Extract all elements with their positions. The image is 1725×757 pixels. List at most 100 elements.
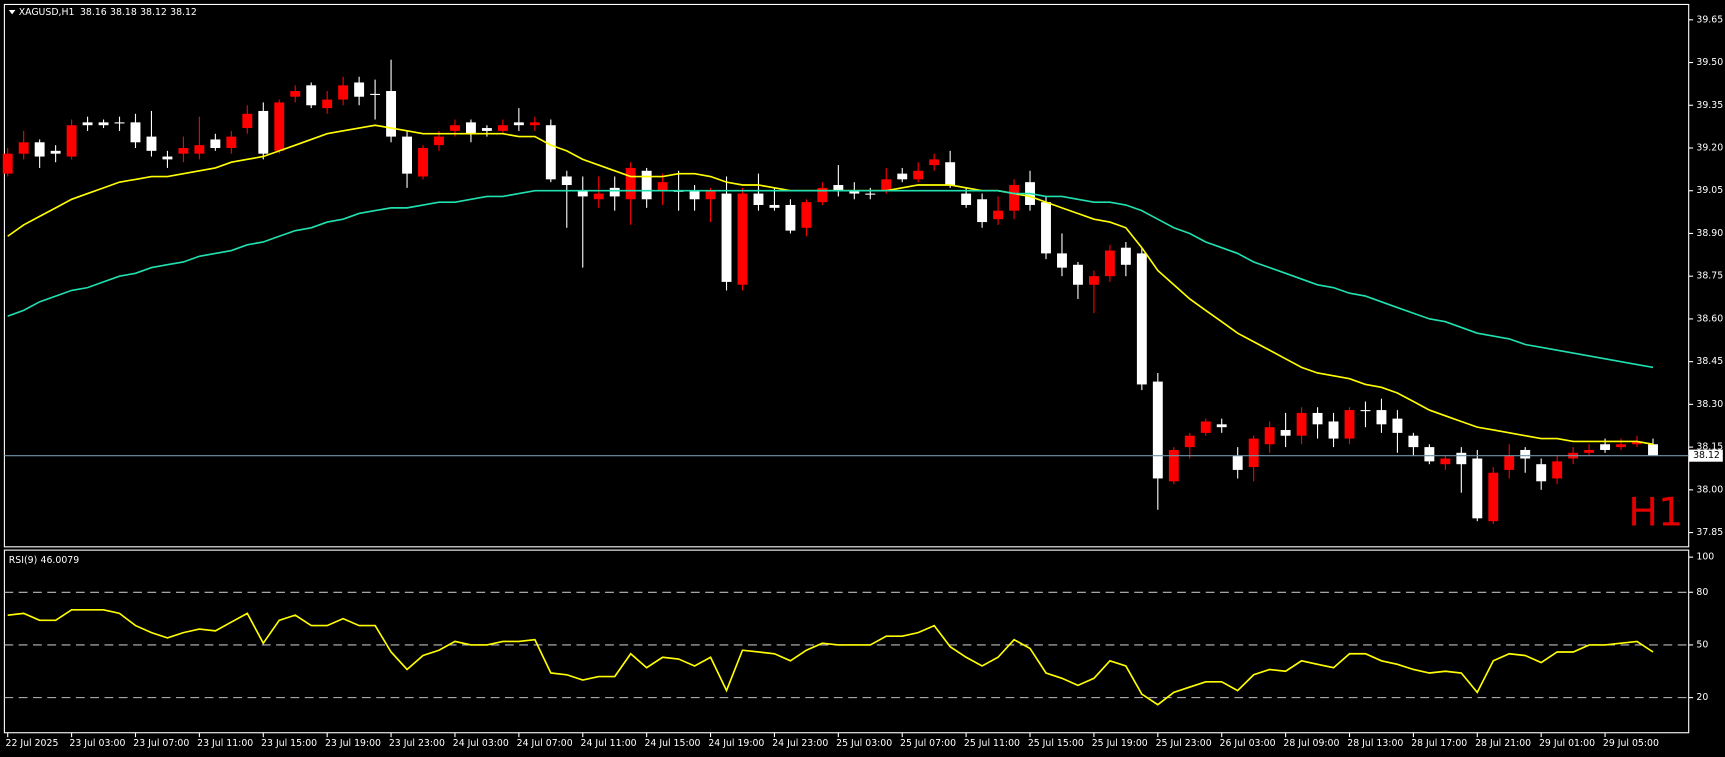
y-tick-label: 100 — [1696, 552, 1714, 563]
y-tick-label: 38.00 — [1696, 484, 1723, 495]
candle-body — [402, 136, 412, 174]
candle-body — [1520, 449, 1531, 459]
y-tick-label: 39.65 — [1696, 14, 1723, 25]
candle-body — [945, 162, 956, 186]
x-tick-label: 23 Jul 23:00 — [389, 738, 445, 749]
x-tick-label: 24 Jul 23:00 — [772, 738, 828, 749]
x-tick-label: 22 Jul 2025 — [6, 738, 59, 749]
candle-body — [833, 185, 844, 191]
candle-body — [1552, 461, 1563, 479]
candle-body — [1472, 458, 1483, 519]
candle-body — [561, 176, 572, 186]
candle-body — [785, 204, 796, 231]
x-tick-label: 24 Jul 03:00 — [453, 738, 509, 749]
candle-body — [1328, 421, 1339, 439]
candle-body — [1232, 455, 1243, 470]
candle-body — [1648, 444, 1658, 456]
price-label: 38.12 — [1693, 450, 1720, 461]
x-tick-label: 23 Jul 11:00 — [197, 738, 253, 749]
price-panel — [3, 3, 1690, 548]
candle-body — [66, 125, 77, 157]
candle-body — [1536, 464, 1547, 482]
rsi-title: RSI(9) — [9, 555, 37, 566]
candle-body — [849, 190, 860, 194]
candle-body — [1344, 410, 1355, 439]
candle-body — [18, 142, 29, 154]
candle-body — [753, 193, 764, 205]
x-tick-label: 24 Jul 11:00 — [581, 738, 637, 749]
candle-body — [1264, 427, 1275, 445]
candle-body — [625, 167, 636, 200]
y-tick-label: 38.45 — [1696, 356, 1723, 367]
candle-body — [529, 122, 540, 126]
x-tick-label: 23 Jul 15:00 — [261, 738, 317, 749]
candle-body — [1057, 253, 1067, 268]
candle-body — [274, 102, 285, 151]
candle-body — [434, 136, 444, 146]
candle-body — [1584, 449, 1595, 453]
candle-body — [1488, 472, 1499, 522]
x-tick-label: 24 Jul 15:00 — [644, 738, 700, 749]
candle-body — [1424, 447, 1435, 462]
x-tick-label: 29 Jul 01:00 — [1539, 738, 1595, 749]
candle-body — [1088, 276, 1099, 285]
candle-body — [929, 159, 940, 166]
rsi-header: RSI(9) 46.0079 — [9, 555, 79, 566]
candle-body — [721, 193, 732, 282]
candle-body — [130, 122, 141, 143]
y-tick-label: 37.85 — [1696, 527, 1723, 538]
candle-body — [1456, 452, 1467, 465]
candle-body — [705, 190, 716, 200]
candle-body — [993, 210, 1004, 220]
candle-body — [737, 193, 748, 285]
candle-body — [689, 190, 700, 200]
candle-body — [881, 179, 892, 191]
candle-body — [354, 82, 365, 97]
candle-body — [306, 85, 317, 106]
candle-body — [162, 156, 173, 160]
candle-body — [450, 125, 460, 131]
x-tick-label: 25 Jul 07:00 — [900, 738, 956, 749]
candle-body — [513, 122, 524, 126]
y-tick-label: 50 — [1696, 639, 1708, 650]
y-tick-label: 38.60 — [1696, 313, 1723, 324]
candle-body — [1504, 455, 1515, 470]
candle-body — [1168, 449, 1179, 482]
x-tick-label: 28 Jul 21:00 — [1475, 738, 1531, 749]
symbol: XAGUSD,H1 — [19, 7, 75, 18]
candle-body — [1376, 410, 1387, 425]
candle-body — [897, 173, 908, 180]
candle-body — [1216, 424, 1227, 428]
candle-body — [1360, 410, 1371, 412]
y-tick-label: 20 — [1696, 692, 1708, 703]
candle-body — [418, 147, 428, 177]
x-tick-label: 25 Jul 03:00 — [836, 738, 892, 749]
candle-body — [2, 153, 13, 174]
candle-body — [801, 202, 812, 228]
y-tick-label: 39.35 — [1696, 100, 1723, 111]
close-value: 38.12 — [170, 7, 197, 18]
candle-body — [1200, 421, 1211, 433]
x-tick-label: 26 Jul 03:00 — [1220, 738, 1276, 749]
rsi-line — [7, 609, 1654, 706]
candle-body — [1184, 435, 1195, 448]
candle-body — [242, 113, 253, 129]
candle-body — [1152, 381, 1163, 479]
y-tick-label: 38.90 — [1696, 228, 1723, 239]
x-tick-label: 23 Jul 07:00 — [133, 738, 189, 749]
candle-body — [1009, 185, 1020, 211]
candle-body — [178, 147, 189, 154]
candle-body — [865, 193, 876, 195]
candle-body — [34, 142, 45, 157]
x-tick-label: 24 Jul 19:00 — [708, 738, 764, 749]
y-tick-label: 39.20 — [1696, 142, 1723, 153]
candle-body — [913, 170, 924, 180]
y-tick-label: 38.30 — [1696, 399, 1723, 410]
candle-body — [338, 85, 349, 100]
candle-body — [609, 187, 620, 197]
chart-header: XAGUSD,H1 38.16 38.18 38.12 38.12 — [19, 7, 197, 18]
candle-body — [1440, 458, 1451, 465]
x-tick-label: 23 Jul 03:00 — [69, 738, 125, 749]
moving-average — [7, 189, 1654, 369]
